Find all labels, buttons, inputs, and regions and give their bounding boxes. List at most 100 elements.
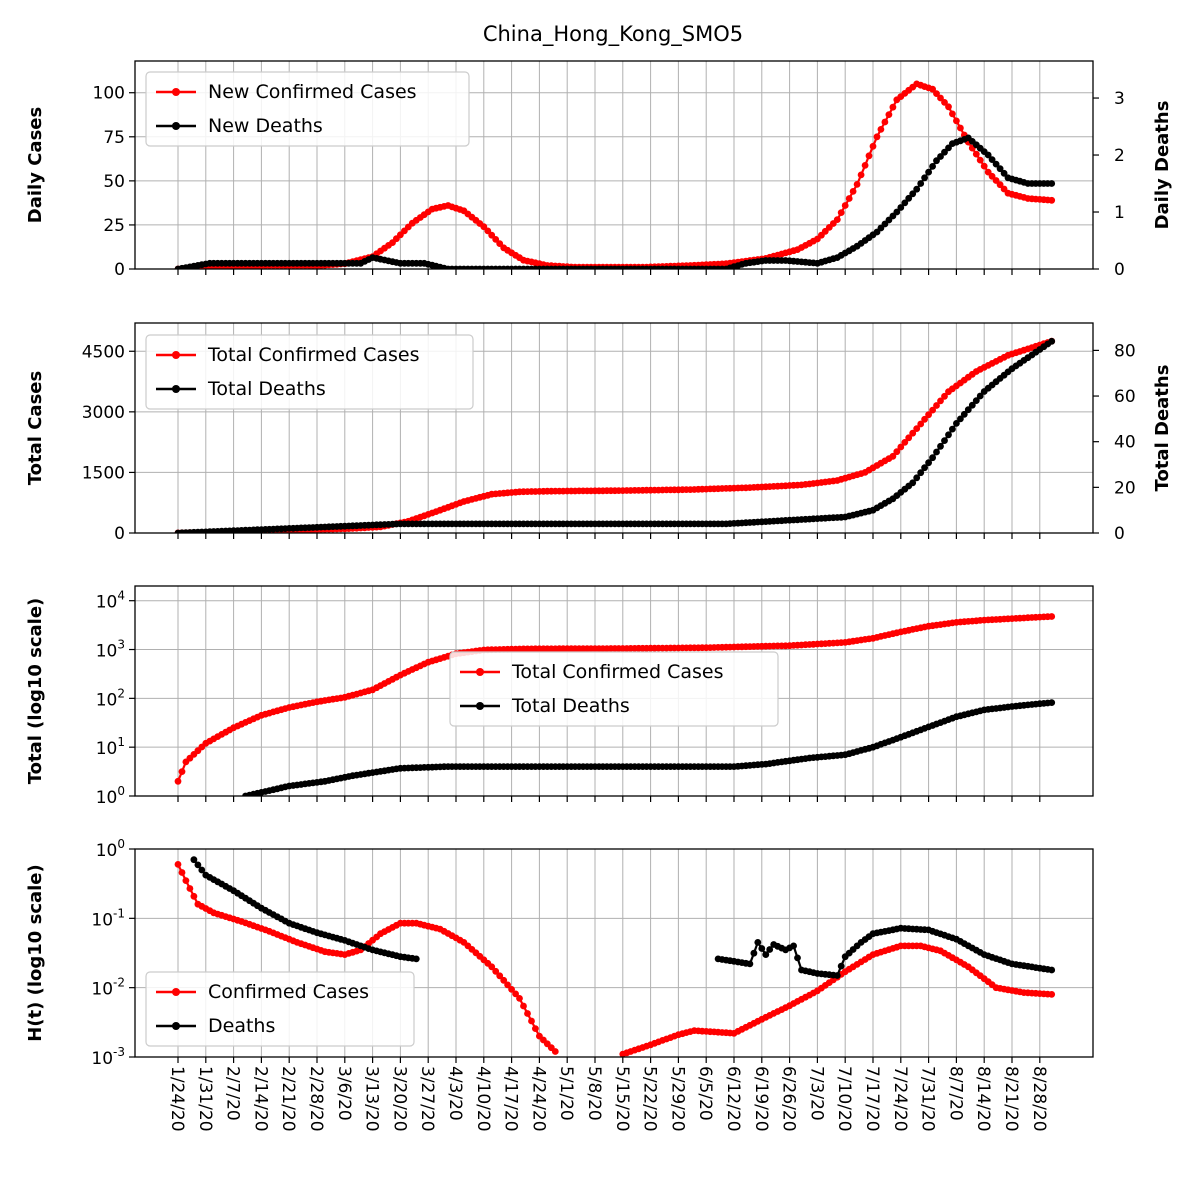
cases-series-point <box>957 124 964 132</box>
y-tick-label: 100 <box>96 784 125 808</box>
x-tick-label: 4/17/20 <box>501 1066 521 1132</box>
deaths-series-point <box>921 174 928 182</box>
x-tick-label: 5/8/20 <box>584 1066 604 1121</box>
deaths-series-point <box>984 151 992 159</box>
cases-series-point <box>885 111 893 118</box>
cases-series-point <box>182 877 190 884</box>
x-tick-label: 2/21/20 <box>278 1066 298 1132</box>
y-tick-label: 10-2 <box>91 976 125 1000</box>
cases-series-point <box>933 90 940 97</box>
cases-series-point <box>929 85 936 93</box>
cases-series-point <box>496 972 504 980</box>
x-tick-label: 8/21/20 <box>1001 1066 1021 1132</box>
deaths-series-point <box>921 464 928 472</box>
cases-series-point <box>174 777 182 785</box>
legend-label: Total Confirmed Cases <box>207 344 420 366</box>
y-tick-label: 0 <box>114 260 125 280</box>
x-tick-label: 4/3/20 <box>445 1066 465 1121</box>
y-tick-label: 10-3 <box>91 1045 125 1069</box>
chart-title: China_Hong_Kong_SMO5 <box>483 22 743 47</box>
deaths-series-point <box>766 946 774 953</box>
deaths-series-point <box>1048 699 1056 706</box>
y-tick-label: 104 <box>96 589 125 613</box>
axes-frame <box>134 60 1094 270</box>
y-right-tick-label: 40 <box>1114 433 1136 453</box>
cases-series-point <box>500 976 508 984</box>
x-tick-label: 6/12/20 <box>723 1066 743 1132</box>
deaths-series-point <box>968 401 976 409</box>
cases-series-point <box>909 429 917 437</box>
deaths-series-point <box>953 420 960 427</box>
y-axis-label: Daily Cases <box>25 107 46 223</box>
x-tick-label: 3/6/20 <box>334 1066 354 1121</box>
legend-box <box>449 651 779 727</box>
x-tick-label: 8/28/20 <box>1029 1066 1049 1132</box>
cases-series-point <box>528 1017 535 1025</box>
deaths-series-point <box>194 861 202 869</box>
y-tick-label: 75 <box>103 128 125 148</box>
deaths-series-point <box>909 190 917 198</box>
deaths-series-point <box>190 856 198 864</box>
cases-series-point <box>532 1025 539 1032</box>
y-tick-label: 4500 <box>82 342 125 362</box>
legend-label: Deaths <box>208 1015 275 1037</box>
deaths-series-point <box>901 199 909 207</box>
y-tick-label: 10-1 <box>91 906 125 930</box>
y-right-tick-label: 2 <box>1114 146 1125 166</box>
x-tick-label: 8/14/20 <box>973 1066 993 1132</box>
y-right-axis-label: Daily Deaths <box>1152 101 1173 230</box>
x-tick-label: 5/22/20 <box>640 1066 660 1132</box>
legend-swatch-marker <box>172 385 180 393</box>
cases-series-point <box>190 892 198 900</box>
y-axis-label: H(t) (log10 scale) <box>25 864 46 1042</box>
deaths-series-point <box>945 144 952 152</box>
cases-series-point <box>917 420 925 428</box>
cases-series-point <box>178 768 186 775</box>
y-right-axis-label: Total Deaths <box>1152 365 1173 492</box>
deaths-series-point <box>1048 180 1056 187</box>
cases-series-point <box>941 99 948 106</box>
cases-series-point <box>861 162 869 169</box>
cases-series-point <box>893 448 901 456</box>
x-tick-label: 1/24/20 <box>167 1066 187 1132</box>
cases-series-point <box>953 117 960 125</box>
legend-label: Confirmed Cases <box>208 981 369 1003</box>
deaths-series-point <box>905 194 913 202</box>
x-tick-label: 4/24/20 <box>528 1066 548 1132</box>
cases-series-point <box>945 103 952 111</box>
deaths-series-point <box>925 459 932 467</box>
legend-box <box>145 71 470 147</box>
deaths-series-point <box>909 479 917 487</box>
deaths-series-line <box>177 136 1052 269</box>
deaths-series-point <box>917 180 925 187</box>
y-tick-label: 100 <box>96 837 125 861</box>
deaths-series-point <box>198 866 206 874</box>
panel-2: 0 1500 3000 4500 0 20 40 60 80 Total Cases Total D… <box>25 322 1173 544</box>
y-axis-label: Total (log10 scale) <box>25 598 46 785</box>
legend-swatch-marker <box>476 668 484 676</box>
cases-series-point <box>877 125 885 133</box>
deaths-series-point <box>790 942 797 950</box>
cases-series-point <box>976 156 984 164</box>
deaths-series-point <box>941 437 948 444</box>
cases-series-point <box>504 981 511 989</box>
x-tick-label: 7/3/20 <box>806 1066 826 1121</box>
cases-series-point <box>178 869 186 876</box>
deaths-series-point <box>412 955 420 963</box>
legend-box <box>145 334 474 410</box>
deaths-series-point <box>913 185 921 193</box>
legend-swatch-marker <box>172 988 180 996</box>
y-right-tick-label: 3 <box>1114 89 1125 109</box>
cases-series-point <box>1048 991 1056 998</box>
cases-series-point <box>980 162 988 170</box>
legend-label: Total Confirmed Cases <box>511 661 724 683</box>
panel-1: 0 25 50 75 100 0 1 2 3 Daily Cases Daily Deaths New… <box>25 60 1173 280</box>
deaths-series-point <box>964 406 972 414</box>
deaths-series-point <box>996 165 1004 173</box>
plot-area <box>174 80 1056 269</box>
cases-series-point <box>897 443 905 451</box>
cases-series-point <box>996 181 1004 189</box>
x-tick-label: 2/14/20 <box>250 1066 270 1132</box>
deaths-series-point <box>833 972 841 979</box>
cases-series-point <box>845 195 853 202</box>
